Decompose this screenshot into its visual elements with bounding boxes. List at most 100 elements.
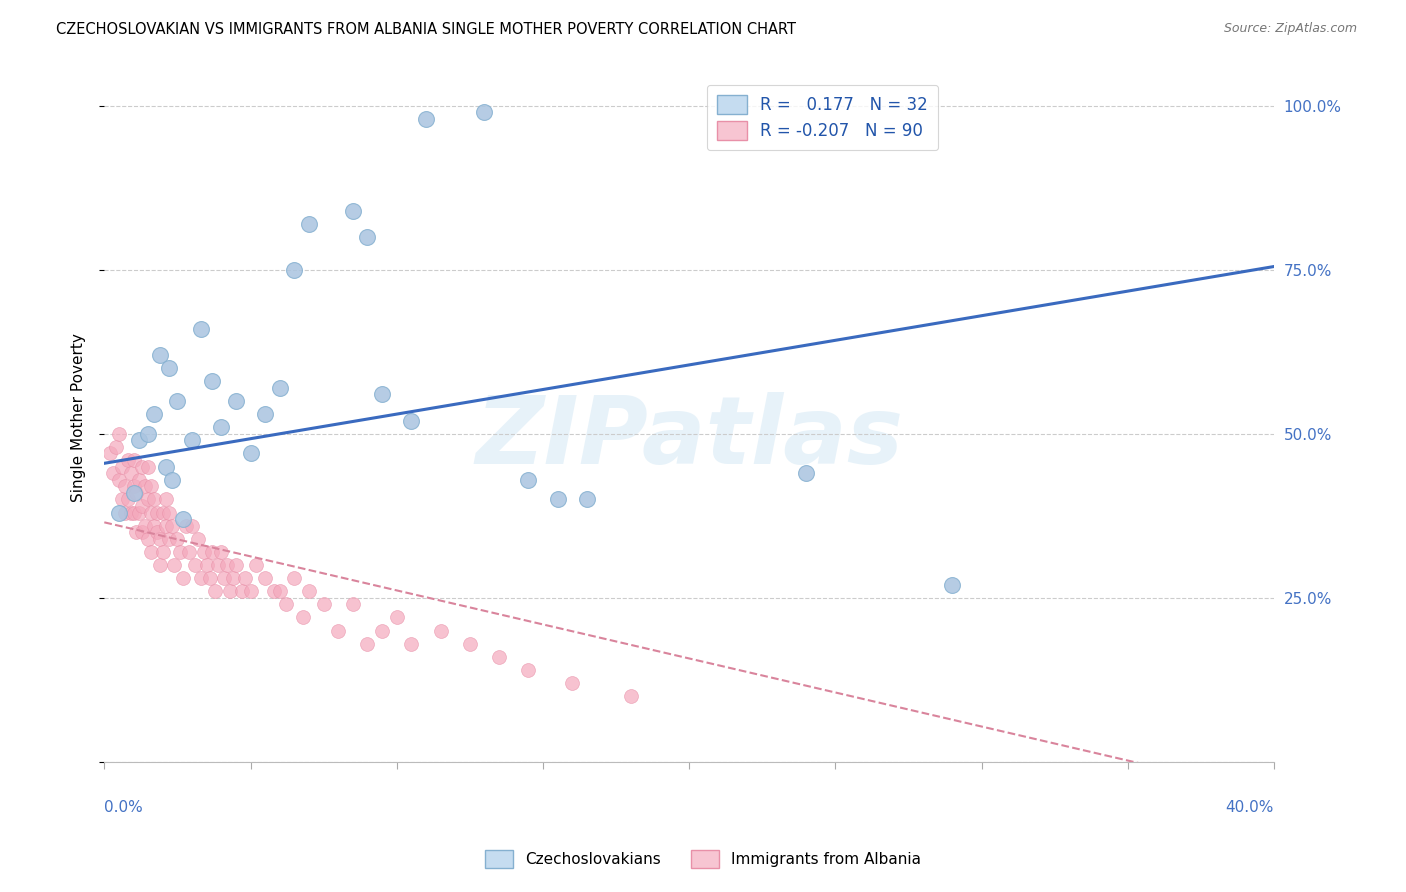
Point: [128, 473, 150, 487]
Y-axis label: Single Mother Poverty: Single Mother Poverty: [72, 333, 86, 502]
Point: [187, 532, 209, 546]
Point: [342, 598, 364, 612]
Point: [120, 466, 142, 480]
Point: [254, 571, 277, 585]
Point: [190, 322, 212, 336]
Point: [198, 571, 221, 585]
Point: [136, 492, 159, 507]
Text: 0.0%: 0.0%: [104, 799, 143, 814]
Point: [269, 584, 291, 599]
Point: [222, 571, 245, 585]
Point: [356, 230, 378, 244]
Point: [517, 473, 540, 487]
Point: [195, 558, 218, 572]
Point: [190, 571, 212, 585]
Point: [166, 532, 188, 546]
Point: [143, 407, 166, 421]
Point: [157, 361, 180, 376]
Point: [371, 624, 394, 638]
Point: [177, 545, 200, 559]
Point: [547, 492, 569, 507]
Legend: R =   0.177   N = 32, R = -0.207   N = 90: R = 0.177 N = 32, R = -0.207 N = 90: [707, 85, 938, 150]
Point: [122, 506, 145, 520]
Point: [312, 598, 335, 612]
Point: [155, 518, 177, 533]
Point: [233, 571, 256, 585]
Point: [239, 446, 262, 460]
Point: [146, 525, 169, 540]
Point: [149, 532, 172, 546]
Point: [122, 479, 145, 493]
Point: [263, 584, 285, 599]
Text: CZECHOSLOVAKIAN VS IMMIGRANTS FROM ALBANIA SINGLE MOTHER POVERTY CORRELATION CHA: CZECHOSLOVAKIAN VS IMMIGRANTS FROM ALBAN…: [56, 22, 796, 37]
Point: [245, 558, 267, 572]
Point: [342, 203, 364, 218]
Point: [149, 348, 172, 362]
Point: [269, 381, 291, 395]
Point: [136, 426, 159, 441]
Point: [474, 105, 496, 120]
Point: [517, 663, 540, 677]
Point: [283, 571, 305, 585]
Point: [429, 624, 451, 638]
Point: [143, 492, 166, 507]
Point: [104, 440, 127, 454]
Legend: Czechoslovakians, Immigrants from Albania: Czechoslovakians, Immigrants from Albani…: [479, 844, 927, 873]
Point: [172, 512, 194, 526]
Point: [172, 571, 194, 585]
Point: [108, 473, 131, 487]
Point: [143, 518, 166, 533]
Text: 40.0%: 40.0%: [1226, 799, 1274, 814]
Point: [283, 262, 305, 277]
Point: [328, 624, 350, 638]
Point: [298, 217, 321, 231]
Point: [356, 637, 378, 651]
Point: [941, 577, 963, 591]
Point: [458, 637, 481, 651]
Point: [401, 414, 423, 428]
Point: [125, 485, 148, 500]
Point: [163, 558, 186, 572]
Point: [184, 558, 207, 572]
Text: ZIPatlas: ZIPatlas: [475, 392, 903, 484]
Point: [219, 584, 242, 599]
Point: [794, 466, 817, 480]
Point: [160, 473, 183, 487]
Point: [207, 558, 229, 572]
Point: [152, 545, 174, 559]
Point: [120, 506, 142, 520]
Point: [136, 532, 159, 546]
Point: [488, 649, 510, 664]
Point: [152, 506, 174, 520]
Point: [174, 518, 197, 533]
Point: [239, 584, 262, 599]
Point: [561, 676, 583, 690]
Point: [212, 571, 235, 585]
Point: [385, 610, 408, 624]
Point: [155, 459, 177, 474]
Point: [204, 584, 226, 599]
Point: [131, 499, 153, 513]
Point: [193, 545, 215, 559]
Point: [117, 453, 139, 467]
Point: [166, 394, 188, 409]
Text: Source: ZipAtlas.com: Source: ZipAtlas.com: [1223, 22, 1357, 36]
Point: [298, 584, 321, 599]
Point: [149, 558, 172, 572]
Point: [117, 492, 139, 507]
Point: [122, 485, 145, 500]
Point: [122, 453, 145, 467]
Point: [139, 545, 162, 559]
Point: [125, 525, 148, 540]
Point: [217, 558, 239, 572]
Point: [209, 545, 232, 559]
Point: [134, 518, 156, 533]
Point: [111, 459, 134, 474]
Point: [134, 479, 156, 493]
Point: [292, 610, 315, 624]
Point: [401, 637, 423, 651]
Point: [98, 446, 121, 460]
Point: [371, 387, 394, 401]
Point: [181, 434, 204, 448]
Point: [254, 407, 277, 421]
